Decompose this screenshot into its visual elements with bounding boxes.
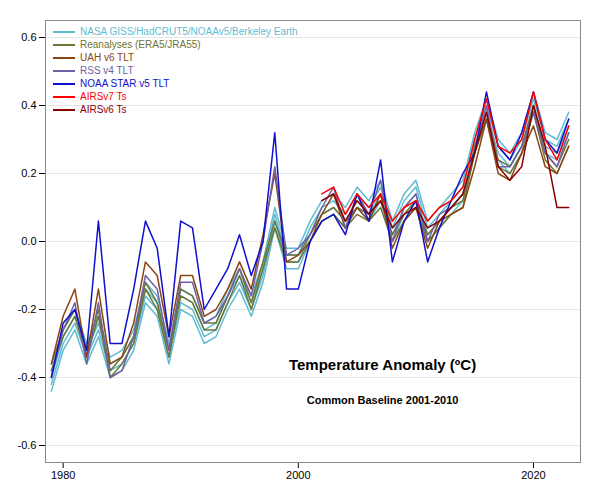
html-text:NOAA STAR v5 TLT: NOAA STAR v5 TLT [80, 78, 170, 89]
html-text:AIRSv6 Ts: AIRSv6 Ts [80, 104, 127, 115]
svg-text:2020: 2020 [521, 469, 545, 481]
html-text:AIRSv7 Ts: AIRSv7 Ts [80, 91, 127, 102]
html-text:RSS v4 TLT: RSS v4 TLT [80, 65, 134, 76]
svg-text:0.4: 0.4 [21, 99, 36, 111]
html-text:UAH v6 TLT: UAH v6 TLT [80, 52, 135, 63]
svg-text:0.6: 0.6 [21, 31, 36, 43]
html-text:NASA GISS/HadCRUT5/NOAAv5/Berk: NASA GISS/HadCRUT5/NOAAv5/Berkeley Earth [80, 26, 298, 37]
svg-text:-0.2: -0.2 [18, 303, 37, 315]
svg-text:-0.6: -0.6 [18, 439, 37, 451]
svg-text:-0.4: -0.4 [18, 371, 37, 383]
html-text:Reanalyses (ERA5/JRA55): Reanalyses (ERA5/JRA55) [80, 39, 201, 50]
svg-text:Temperature Anomaly (ºC): Temperature Anomaly (ºC) [289, 356, 476, 373]
svg-text:0.0: 0.0 [21, 235, 36, 247]
svg-text:Common Baseline 2001-2010: Common Baseline 2001-2010 [307, 394, 459, 406]
svg-text:1980: 1980 [51, 469, 75, 481]
svg-text:0.2: 0.2 [21, 167, 36, 179]
svg-text:2000: 2000 [286, 469, 310, 481]
